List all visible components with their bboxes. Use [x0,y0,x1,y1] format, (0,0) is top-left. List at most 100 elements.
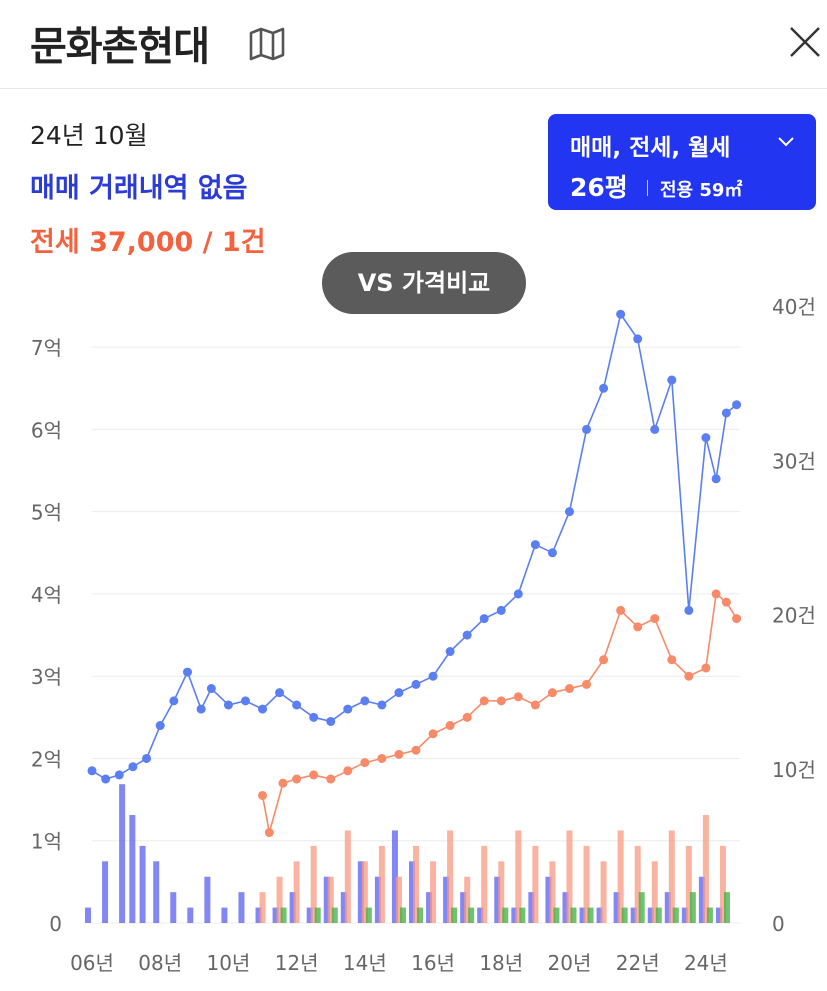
volume-bar-wolse [280,907,287,923]
volume-bar-jeonse [259,892,266,923]
data-point [650,614,660,624]
volume-bar-sale [579,907,586,923]
volume-bar-jeonse [668,830,675,923]
map-icon[interactable] [248,26,286,62]
deal-types-label: 매매, 전세, 월세 [570,135,731,161]
volume-bar-sale [545,876,552,923]
volume-bar-sale [477,907,484,923]
volume-bar-sale [238,892,245,923]
volume-bar-sale [664,892,671,923]
data-point [326,774,336,784]
x-tick-label: 06년 [70,951,114,975]
data-point [292,700,302,710]
volume-bar-sale [306,907,313,923]
data-point [732,614,742,624]
volume-bar-wolse [451,907,458,923]
volume-bar-wolse [689,892,696,923]
data-point [309,712,319,722]
volume-bar-sale [139,845,146,923]
volume-bar-sale [391,830,398,923]
volume-bar-wolse [519,907,526,923]
volume-bar-wolse [621,907,628,923]
y-left-tick-label: 4억 [31,583,62,607]
volume-bar-wolse [314,907,321,923]
volume-bar-sale [426,892,433,923]
data-point [309,770,319,780]
volume-bar-sale [119,784,126,923]
volume-bar-jeonse [600,861,607,923]
data-point [278,778,288,788]
x-tick-label: 16년 [411,951,455,975]
data-point [142,753,152,763]
volume-bar-jeonse [395,876,402,923]
data-point [411,745,421,755]
data-point [667,655,677,665]
data-point [428,729,438,739]
volume-bar-wolse [331,907,338,923]
data-point [599,655,609,665]
data-point [547,688,557,698]
data-point [616,605,626,615]
series-line-sale [91,312,738,780]
x-tick-label: 18년 [479,951,523,975]
data-point [169,696,179,706]
volume-bar-jeonse [293,861,300,923]
volume-bar-jeonse [327,876,334,923]
data-point [445,647,455,657]
data-point [377,753,387,763]
data-point [684,605,694,615]
data-point [360,758,370,768]
close-icon[interactable] [788,22,822,62]
volume-bar-sale [409,861,415,923]
data-point [582,424,592,434]
data-point [496,696,506,706]
data-point [343,704,353,714]
volume-bar-wolse [723,892,730,923]
data-point [411,679,421,689]
volume-bar-jeonse [617,830,624,923]
data-point [275,688,285,698]
data-point [547,548,557,558]
data-point [428,671,438,681]
data-point [633,622,643,632]
volume-bar-sale [340,892,347,923]
data-point [155,721,165,731]
volume-bar-sale [460,892,467,923]
data-point [114,770,124,780]
data-point [394,688,404,698]
data-point [496,605,506,615]
volume-bar-sale [255,907,262,923]
volume-bar-wolse [655,907,662,923]
data-point [182,667,192,677]
x-tick-label: 10년 [206,951,250,975]
data-point [292,774,302,784]
data-point [479,614,489,624]
volume-bar-jeonse [515,830,522,923]
volume-bar-sale [647,907,654,923]
deal-type-filter-button[interactable]: 매매, 전세, 월세 26평 전용 59㎡ [548,114,816,210]
jeonse-summary: 전세 37,000 / 1건 [30,227,266,258]
y-left-tick-label: 0 [49,912,62,936]
data-point [650,424,660,434]
volume-bar-sale [85,907,91,923]
sale-summary: 매매 거래내역 없음 [30,173,248,204]
data-point [258,704,268,714]
data-point [599,383,609,393]
volume-bar-jeonse [549,861,556,923]
data-point [684,671,694,681]
volume-bar-sale [443,876,450,923]
volume-bar-sale [528,892,535,923]
y-left-tick-label: 2억 [31,747,62,771]
volume-bar-jeonse [651,861,658,923]
volume-bar-jeonse [498,861,505,923]
vs-compare-button[interactable]: VS 가격비교 [322,252,526,314]
volume-bar-sale [102,861,109,923]
y-left-tick-label: 5억 [31,501,62,525]
volume-bar-jeonse [430,861,437,923]
x-tick-label: 22년 [616,951,660,975]
data-point [394,749,404,759]
data-point [701,433,711,443]
data-point [360,696,370,706]
volume-bar-sale [681,907,688,923]
volume-bar-wolse [570,907,577,923]
